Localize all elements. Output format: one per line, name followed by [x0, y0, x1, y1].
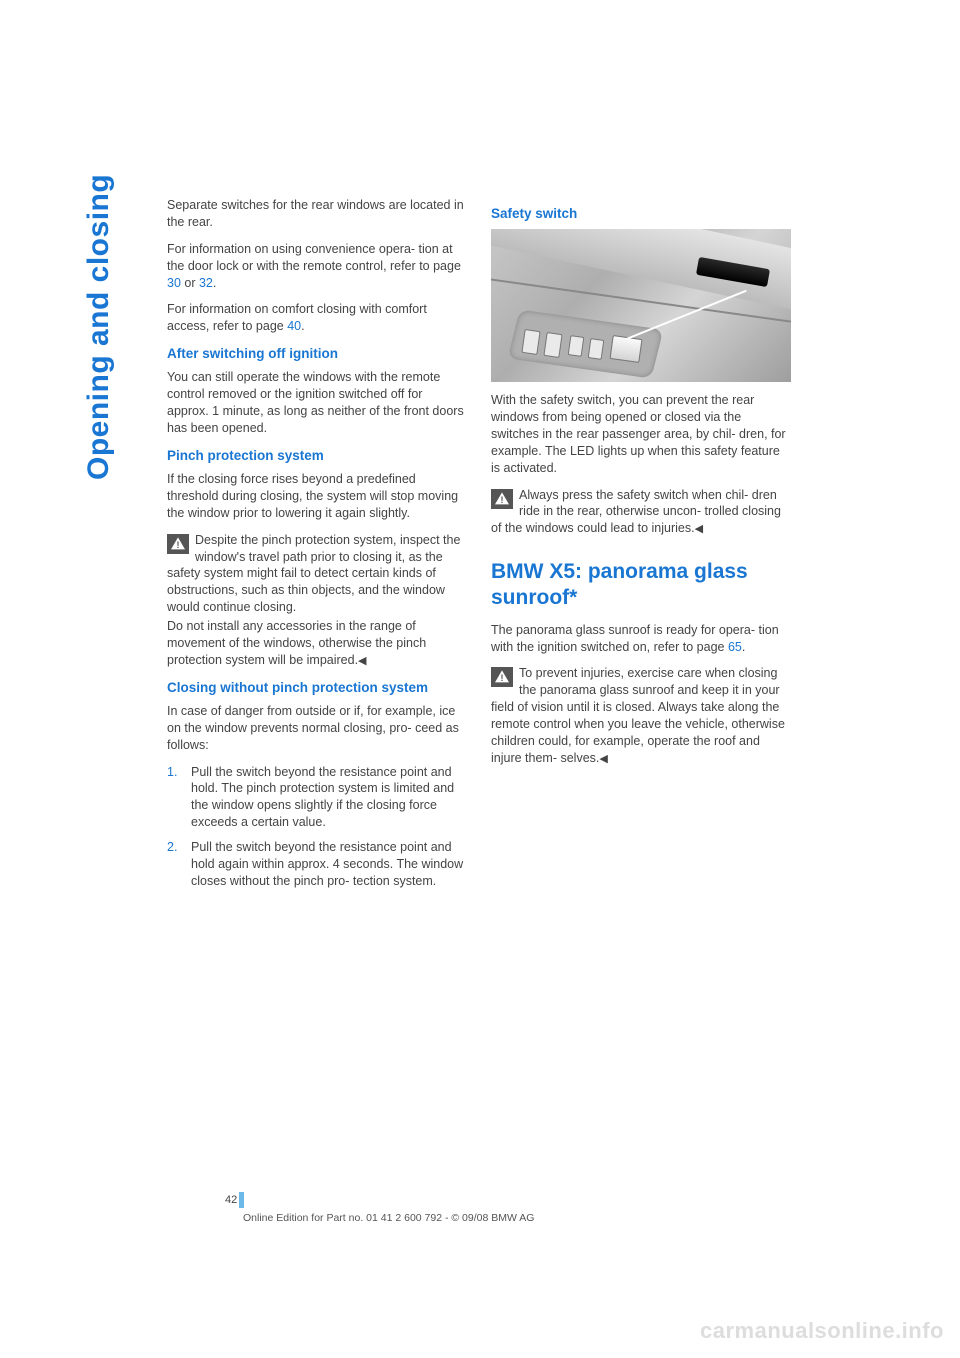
page-link-40[interactable]: 40 — [287, 319, 301, 333]
warning-text: To prevent injuries, exercise care when … — [491, 666, 785, 764]
warning-block: Despite the pinch protection system, ins… — [167, 532, 467, 669]
step-number: 1. — [167, 764, 191, 832]
list-item: 1. Pull the switch beyond the resistance… — [167, 764, 467, 832]
copyright-text: Online Edition for Part no. 01 41 2 600 … — [243, 1212, 791, 1224]
step-number: 2. — [167, 839, 191, 890]
warning-block: To prevent injuries, exercise care when … — [491, 665, 791, 766]
text: or — [181, 276, 199, 290]
end-mark-icon: ◀ — [599, 752, 607, 767]
right-column: Safety switch With the safety switch, yo… — [491, 197, 791, 900]
text: . — [301, 319, 304, 333]
page-link-32[interactable]: 32 — [199, 276, 213, 290]
heading-pinch-protection: Pinch protection system — [167, 447, 467, 465]
step-text: Pull the switch beyond the resistance po… — [191, 764, 467, 832]
warning-text: Do not install any accessories in the ra… — [167, 619, 426, 667]
body-text: If the closing force rises beyond a pred… — [167, 471, 467, 522]
body-text: In case of danger from outside or if, fo… — [167, 703, 467, 754]
heading-closing-without-pinch: Closing without pinch protection system — [167, 679, 467, 697]
body-text: With the safety switch, you can prevent … — [491, 392, 791, 476]
text: For information on using convenience ope… — [167, 242, 415, 256]
watermark-text: carmanualsonline.info — [700, 1318, 944, 1344]
heading-safety-switch: Safety switch — [491, 205, 791, 223]
warning-block: Always press the safety switch when chil… — [491, 487, 791, 538]
text: . — [742, 640, 745, 654]
list-item: 2. Pull the switch beyond the resistance… — [167, 839, 467, 890]
warning-icon — [491, 667, 513, 687]
page-number-bar-icon — [239, 1192, 244, 1208]
side-heading: Opening and closing — [82, 174, 116, 480]
heading-after-ignition: After switching off ignition — [167, 345, 467, 363]
warning-icon — [491, 489, 513, 509]
page-number-wrap: 42 — [167, 1192, 791, 1208]
body-text: The panorama glass sunroof is ready for … — [491, 622, 791, 656]
text: tection system. — [353, 874, 436, 888]
heading-panorama-sunroof: BMW X5: panorama glass sunroof* — [491, 559, 791, 612]
steps-list: 1. Pull the switch beyond the resistance… — [167, 764, 467, 890]
warning-text: Always press the safety switch when chil… — [519, 488, 748, 502]
main-content: Separate switches for the rear windows a… — [167, 197, 791, 900]
safety-switch-figure — [491, 229, 791, 382]
end-mark-icon: ◀ — [358, 654, 366, 669]
page-footer: 42 Online Edition for Part no. 01 41 2 6… — [167, 1192, 791, 1224]
page-link-30[interactable]: 30 — [167, 276, 181, 290]
warning-text: selves. — [560, 751, 599, 765]
step-text: Pull the switch beyond the resistance po… — [191, 839, 467, 890]
body-text: For information on comfort closing with … — [167, 301, 467, 335]
warning-icon — [167, 534, 189, 554]
end-mark-icon: ◀ — [695, 522, 703, 537]
body-text: For information on using convenience ope… — [167, 241, 467, 292]
text: With the safety switch, you can prevent … — [491, 393, 754, 441]
text: . — [213, 276, 216, 290]
left-column: Separate switches for the rear windows a… — [167, 197, 467, 900]
page-link-65[interactable]: 65 — [728, 640, 742, 654]
page-number: 42 — [225, 1194, 237, 1206]
body-text: Separate switches for the rear windows a… — [167, 197, 467, 231]
text: In case of danger from outside or if, fo… — [167, 704, 455, 735]
body-text: You can still operate the windows with t… — [167, 369, 467, 437]
text: The panorama glass sunroof is ready for … — [491, 623, 755, 637]
warning-text: Despite the pinch protection system, ins… — [167, 533, 460, 615]
